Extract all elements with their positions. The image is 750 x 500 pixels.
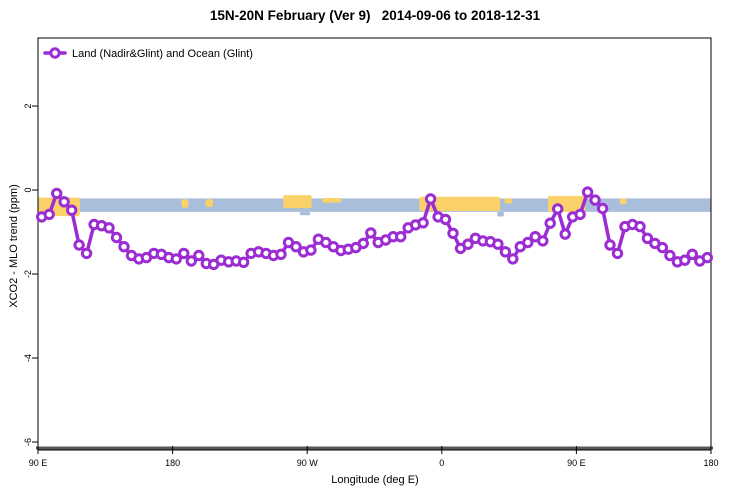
x-tick-label: 180 [703, 458, 718, 468]
data-point-marker [395, 231, 407, 243]
data-point-marker [357, 237, 369, 250]
x-tick-label: 90 W [297, 458, 319, 468]
data-point-marker [185, 255, 198, 267]
data-point-marker [51, 187, 63, 200]
data-point-marker [537, 235, 549, 247]
data-point-marker [596, 202, 609, 215]
x-tick-label: 90 E [29, 458, 48, 468]
legend-label: Land (Nadir&Glint) and Ocean (Glint) [72, 48, 253, 60]
data-point-marker [447, 227, 459, 240]
x-tick-label: 90 E [567, 458, 586, 468]
land-patch [504, 198, 513, 204]
data-point-marker [305, 244, 317, 256]
data-point-marker [58, 196, 70, 208]
land-patch [619, 198, 627, 205]
data-point-marker [170, 253, 183, 265]
data-point-marker [507, 253, 519, 265]
data-point-marker [492, 238, 504, 250]
data-point-marker [559, 228, 571, 240]
x-axis-title: Longitude (deg E) [331, 474, 419, 486]
data-point-marker [604, 239, 616, 251]
data-point-marker [522, 236, 534, 249]
legend-marker-icon [49, 47, 61, 59]
data-point-marker [103, 222, 115, 234]
data-point-marker [275, 248, 287, 261]
data-point-marker [80, 247, 93, 260]
data-point-marker [43, 208, 55, 221]
data-point-marker [193, 249, 205, 262]
data-point-marker [679, 254, 691, 266]
y-tick-label: -2 [23, 270, 33, 278]
data-point-marker [237, 256, 250, 268]
data-point-marker [581, 186, 594, 198]
land-patch [322, 198, 342, 203]
data-point-marker [110, 231, 123, 244]
land-patch [283, 195, 312, 209]
data-point-marker [544, 217, 556, 229]
data-point-marker [462, 238, 474, 250]
data-point-marker [66, 204, 78, 216]
ocean-drip [299, 211, 311, 216]
y-axis-title: XCO2 - MLO trend (ppm) [8, 184, 20, 308]
legend: Land (Nadir&Glint) and Ocean (Glint) [43, 47, 253, 60]
ocean-band [38, 198, 711, 212]
data-point-marker [701, 251, 713, 264]
ocean-drip [497, 211, 504, 217]
data-point-marker [499, 246, 512, 258]
land-patch [205, 199, 213, 207]
data-point-marker [611, 247, 624, 260]
data-point-marker [439, 213, 452, 226]
data-point-marker [552, 203, 564, 215]
data-point-marker [641, 232, 654, 245]
data-point-marker [178, 247, 190, 260]
y-tick-label: 2 [23, 104, 33, 109]
chart-title: 15N-20N February (Ver 9) 2014-09-06 to 2… [209, 8, 541, 23]
data-point-marker [365, 227, 377, 239]
data-point-marker [290, 241, 302, 253]
data-point-marker [634, 220, 646, 233]
data-point-marker [118, 241, 130, 253]
y-tick-label: 0 [23, 188, 33, 193]
plot-border [37, 37, 712, 451]
data-point-marker [686, 248, 698, 261]
data-point-marker [664, 249, 676, 262]
x-tick-label: 0 [439, 458, 444, 468]
land-patch [419, 196, 501, 212]
land-patch [181, 199, 189, 208]
data-point-marker [417, 217, 429, 229]
data-point-marker [424, 193, 437, 205]
y-tick-label: -6 [23, 438, 33, 446]
data-point-marker [589, 194, 601, 206]
y-tick-label: -4 [23, 354, 33, 362]
data-point-marker [73, 239, 85, 251]
x-tick-label: 180 [165, 458, 180, 468]
data-point-marker [574, 208, 586, 221]
data-point-marker [656, 241, 669, 254]
